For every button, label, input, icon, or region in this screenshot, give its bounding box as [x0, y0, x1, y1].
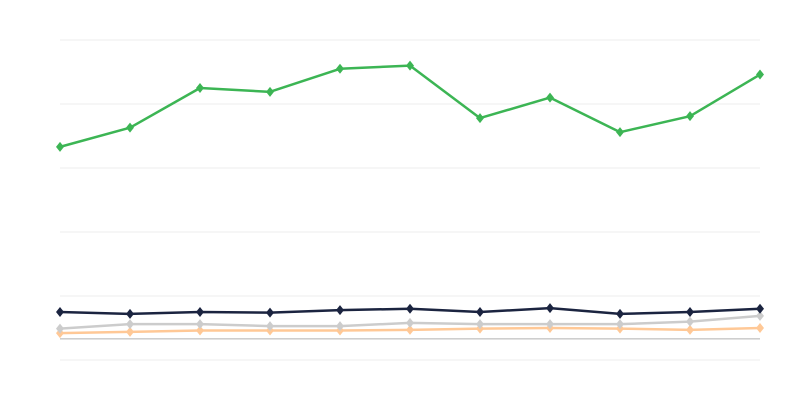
data-point — [336, 305, 344, 316]
data-point — [126, 326, 134, 337]
data-point — [406, 303, 414, 314]
data-point — [686, 111, 694, 122]
data-point — [56, 141, 64, 152]
data-point — [406, 317, 414, 328]
data-point — [266, 321, 274, 332]
data-point — [686, 307, 694, 317]
data-point — [616, 127, 624, 138]
data-point — [406, 324, 414, 335]
data-point — [126, 122, 134, 133]
data-point — [756, 323, 764, 333]
data-point — [546, 303, 554, 314]
data-point — [756, 303, 764, 314]
data-point — [126, 319, 134, 330]
data-point — [196, 319, 204, 330]
data-point — [476, 113, 484, 124]
data-point — [196, 325, 204, 336]
data-point — [686, 316, 694, 327]
data-point — [336, 63, 344, 74]
data-point — [756, 310, 764, 321]
data-point — [406, 60, 414, 71]
data-point — [126, 308, 134, 319]
data-point — [336, 321, 344, 332]
data-point — [196, 307, 204, 317]
data-point — [616, 319, 624, 330]
data-point — [56, 307, 64, 317]
data-point — [756, 69, 764, 80]
data-point — [686, 324, 694, 335]
data-point — [476, 319, 484, 330]
series-line — [59, 64, 761, 149]
data-point — [266, 86, 274, 97]
data-point — [56, 323, 64, 334]
data-point — [616, 308, 624, 319]
data-point — [266, 307, 274, 318]
data-point — [476, 307, 484, 317]
data-point — [546, 92, 554, 103]
data-point — [546, 319, 554, 330]
data-point — [196, 83, 204, 93]
